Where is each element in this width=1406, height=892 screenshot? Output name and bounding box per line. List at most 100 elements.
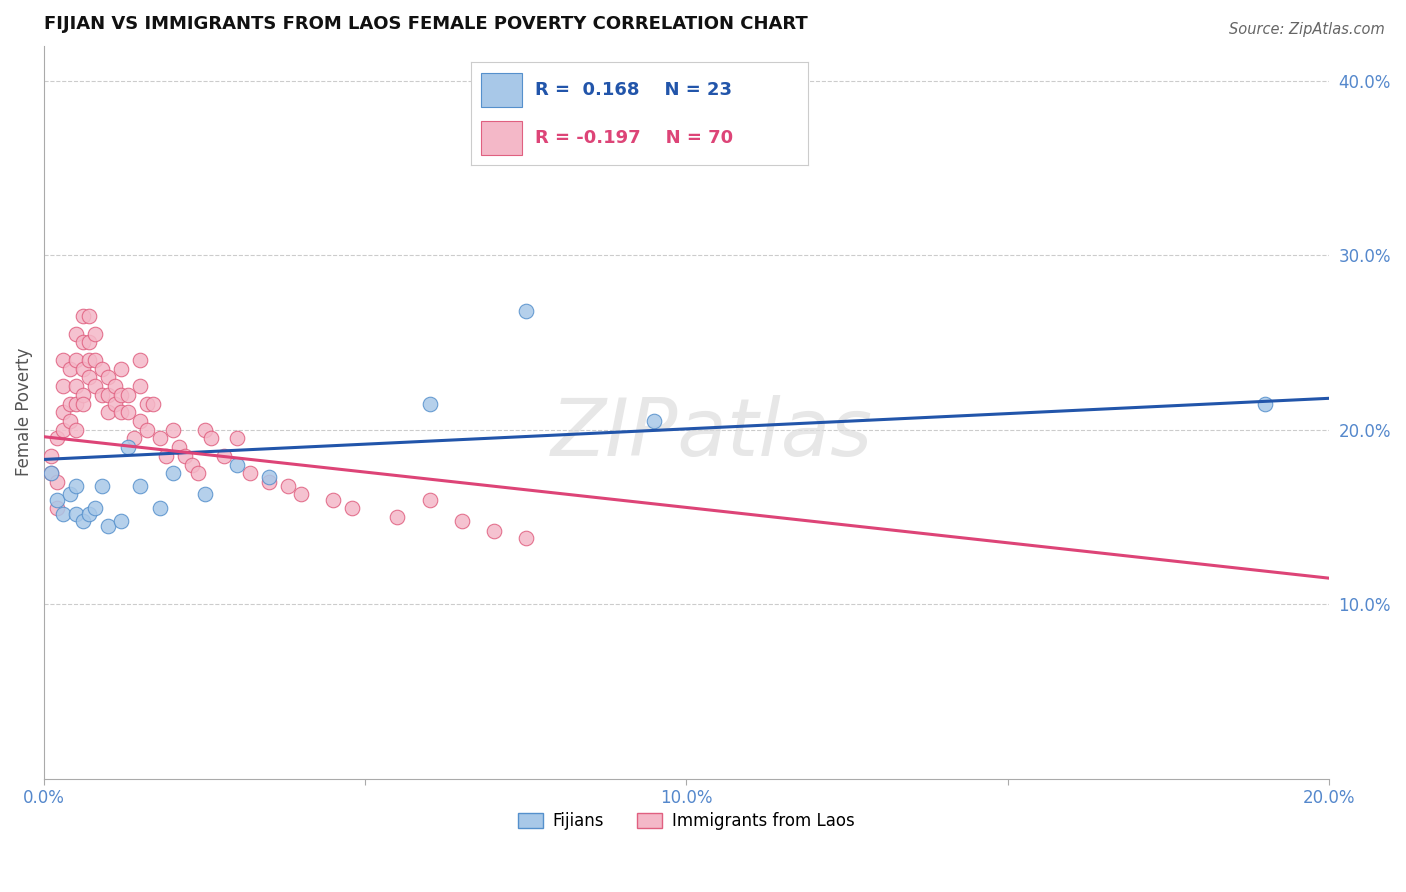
Point [117,388,139,402]
Point [39,449,62,463]
Point [39,467,62,481]
Point [387,510,409,524]
Point [418,492,440,507]
Point [104,379,127,393]
Point [59,487,82,501]
Point [155,449,177,463]
Point [322,492,344,507]
Point [97,518,120,533]
Point [77,310,100,324]
Point [65,507,87,521]
Point [52,379,75,393]
Point [65,352,87,367]
Point [65,326,87,341]
Point [104,396,127,410]
Text: Source: ZipAtlas.com: Source: ZipAtlas.com [1229,22,1385,37]
Point [72,335,94,350]
Point [59,414,82,428]
Point [84,501,107,516]
Point [46,475,69,489]
Point [1253,396,1275,410]
Point [84,352,107,367]
Point [482,524,505,538]
Point [84,379,107,393]
Point [90,478,112,492]
Point [418,396,440,410]
Point [643,414,665,428]
Point [110,514,132,528]
Point [77,335,100,350]
Point [257,475,280,489]
Point [84,326,107,341]
Point [515,304,537,318]
Point [97,370,120,384]
Point [135,396,157,410]
Point [72,361,94,376]
Point [59,361,82,376]
Text: R = -0.197    N = 70: R = -0.197 N = 70 [536,128,734,147]
Point [149,501,172,516]
Point [65,396,87,410]
Point [46,492,69,507]
Point [167,440,190,454]
Point [162,423,184,437]
Point [225,458,247,472]
Point [52,507,75,521]
Point [277,478,299,492]
Y-axis label: Female Poverty: Female Poverty [15,348,32,476]
Point [72,388,94,402]
Point [129,379,152,393]
Point [46,501,69,516]
Point [77,352,100,367]
Bar [481,121,522,155]
Point [149,432,172,446]
Point [46,432,69,446]
Point [72,310,94,324]
Point [257,470,280,484]
Point [77,370,100,384]
Point [65,379,87,393]
Point [122,432,145,446]
Point [117,440,139,454]
Point [90,361,112,376]
Point [97,388,120,402]
Point [52,423,75,437]
Point [135,423,157,437]
Point [52,352,75,367]
Text: FIJIAN VS IMMIGRANTS FROM LAOS FEMALE POVERTY CORRELATION CHART: FIJIAN VS IMMIGRANTS FROM LAOS FEMALE PO… [44,15,808,33]
Point [59,396,82,410]
Point [129,352,152,367]
Point [180,458,202,472]
Point [39,467,62,481]
Point [72,514,94,528]
Point [110,405,132,419]
Point [187,467,209,481]
Point [225,432,247,446]
Bar [481,73,522,106]
Text: ZIPatlas: ZIPatlas [551,395,873,474]
Point [239,467,262,481]
Point [97,405,120,419]
Point [65,478,87,492]
Text: R =  0.168    N = 23: R = 0.168 N = 23 [536,80,733,99]
Point [77,507,100,521]
Point [65,423,87,437]
Point [72,396,94,410]
Point [142,396,165,410]
Point [110,388,132,402]
Point [129,414,152,428]
Legend: Fijians, Immigrants from Laos: Fijians, Immigrants from Laos [510,805,862,837]
Point [212,449,235,463]
Point [129,478,152,492]
Point [194,423,217,437]
Point [290,487,312,501]
Point [90,388,112,402]
Point [194,487,217,501]
Point [200,432,222,446]
Point [162,467,184,481]
Point [515,531,537,545]
Point [110,361,132,376]
Point [174,449,197,463]
Point [117,405,139,419]
Point [342,501,364,516]
